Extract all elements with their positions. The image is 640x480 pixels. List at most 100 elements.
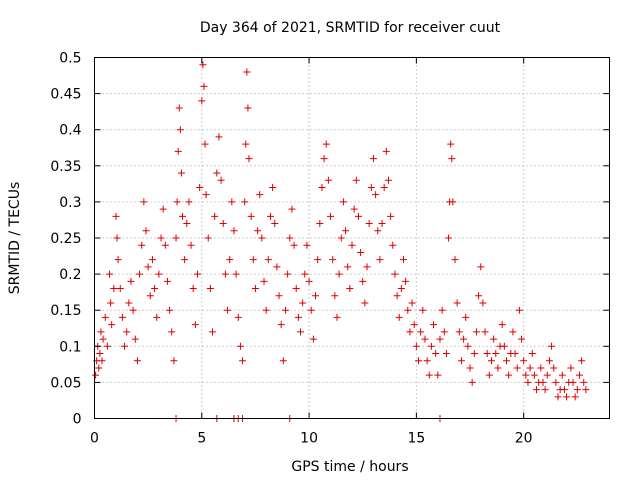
data-point <box>173 198 181 206</box>
data-point <box>558 371 566 379</box>
data-point <box>281 306 289 314</box>
data-point <box>427 342 435 350</box>
data-point <box>161 241 169 249</box>
chart-title: Day 364 of 2021, SRMTID for receiver cuu… <box>200 20 501 36</box>
data-point <box>447 140 455 148</box>
data-point <box>200 82 208 90</box>
data-point <box>530 371 538 379</box>
data-point <box>438 306 446 314</box>
data-point <box>434 371 442 379</box>
data-point <box>241 198 249 206</box>
data-point <box>494 364 502 372</box>
data-point <box>177 169 185 177</box>
data-point <box>230 227 238 235</box>
data-point <box>563 393 571 401</box>
data-point <box>402 277 410 285</box>
data-point <box>232 270 240 278</box>
data-point <box>99 335 107 343</box>
x-axis-label: GPS time / hours <box>291 459 408 475</box>
data-point <box>342 227 350 235</box>
data-point <box>183 220 191 228</box>
data-point <box>163 277 171 285</box>
data-point <box>224 306 232 314</box>
data-point <box>327 212 335 220</box>
data-point <box>384 176 392 184</box>
data-point <box>543 371 551 379</box>
data-point <box>299 299 307 307</box>
data-point <box>144 263 152 271</box>
data-point <box>108 321 116 329</box>
data-point <box>174 147 182 155</box>
data-point <box>103 342 111 350</box>
data-point <box>271 220 279 228</box>
y-tick-label: 0.25 <box>50 231 81 247</box>
data-point <box>292 285 300 293</box>
data-point <box>333 313 341 321</box>
data-point <box>378 220 386 228</box>
data-point <box>140 198 148 206</box>
data-point <box>400 256 407 264</box>
data-point <box>219 220 227 228</box>
data-point <box>548 342 556 350</box>
data-point <box>96 350 104 358</box>
data-point <box>269 183 277 191</box>
data-point <box>245 155 253 163</box>
data-point <box>464 342 472 350</box>
data-point <box>432 350 440 358</box>
y-tick-label: 0.4 <box>59 123 81 139</box>
data-point <box>466 364 474 372</box>
data-point <box>254 227 262 235</box>
data-point <box>462 313 470 321</box>
data-point <box>492 350 500 358</box>
axis-ticks: 0 0.05 0.1 0.15 0.2 0.25 0.3 0.35 0.4 0.45 0.5 0 5 10… <box>50 51 610 447</box>
data-point <box>185 198 193 206</box>
data-point <box>425 371 433 379</box>
data-point <box>554 393 562 401</box>
data-point <box>522 371 530 379</box>
data-point <box>500 342 508 350</box>
data-points <box>92 61 590 422</box>
data-point <box>236 342 244 350</box>
data-point <box>110 285 118 293</box>
data-point <box>297 328 304 336</box>
data-point <box>155 270 163 278</box>
data-point <box>322 140 330 148</box>
data-point <box>477 263 485 271</box>
data-point <box>106 270 114 278</box>
data-point <box>357 248 365 256</box>
data-point <box>114 256 122 264</box>
data-point <box>490 335 498 343</box>
data-point <box>421 335 429 343</box>
data-point <box>113 234 121 242</box>
data-point <box>430 321 438 329</box>
data-point <box>498 321 506 329</box>
x-tick-label: 0 <box>90 431 99 447</box>
data-point <box>320 155 328 163</box>
data-point <box>518 335 526 343</box>
data-point <box>481 328 489 336</box>
data-point <box>440 328 448 336</box>
data-point <box>146 292 154 300</box>
y-tick-label: 0.1 <box>59 339 81 355</box>
data-point <box>367 183 375 191</box>
y-axis-label: SRMTID / TECUs <box>7 182 23 295</box>
data-point <box>194 270 201 278</box>
data-point <box>131 335 139 343</box>
data-point <box>470 350 478 358</box>
data-point <box>277 321 285 329</box>
data-point <box>112 212 120 220</box>
data-point <box>483 350 491 358</box>
data-point <box>151 285 159 293</box>
data-point <box>247 212 255 220</box>
data-point <box>258 234 266 242</box>
data-point <box>582 386 590 394</box>
y-tick-label: 0 <box>73 412 82 428</box>
data-point <box>201 140 209 148</box>
data-point <box>376 256 384 264</box>
data-point <box>159 205 167 213</box>
data-point <box>127 277 135 285</box>
data-point <box>125 299 133 307</box>
data-point <box>314 256 322 264</box>
data-point <box>251 285 259 293</box>
grid <box>94 57 610 419</box>
